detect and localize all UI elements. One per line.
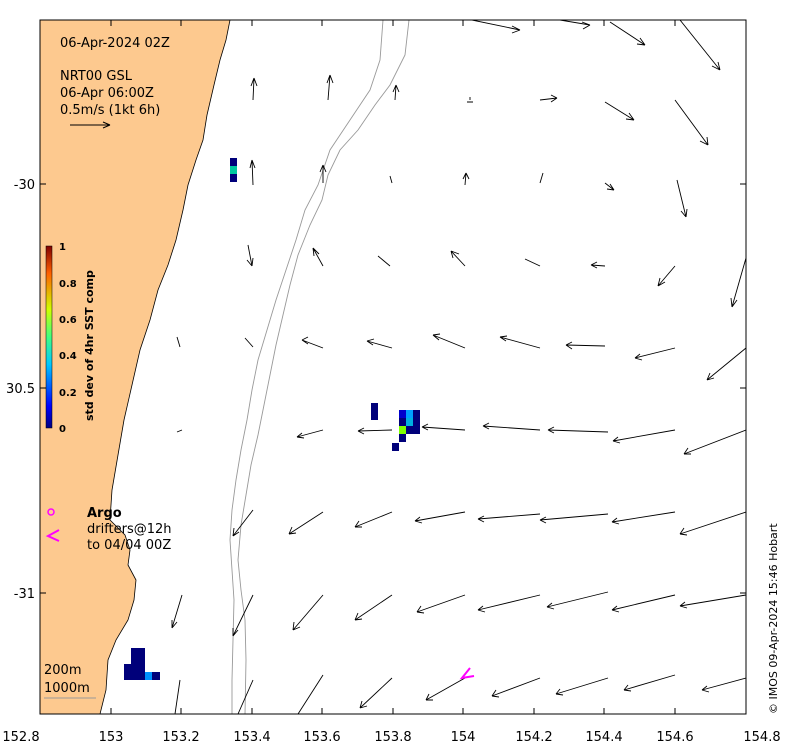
drifters-label: drifters@12h bbox=[87, 522, 172, 537]
colorbar-tick: 0.8 bbox=[59, 279, 77, 290]
product-line: NRT00 GSL bbox=[60, 69, 133, 84]
colorbar-label: std dev of 4hr SST comp bbox=[83, 270, 96, 421]
drifter-marker-icon bbox=[45, 529, 60, 542]
x-tick-label: 154.2 bbox=[515, 730, 552, 745]
y-tick-label: 30.5 bbox=[6, 382, 35, 397]
x-tick-label: 153.8 bbox=[374, 730, 411, 745]
scale-label: 0.5m/s (1kt 6h) bbox=[60, 103, 160, 118]
sst-std-dev-pixels bbox=[124, 158, 420, 680]
isobath-labels: 200m 1000m bbox=[44, 663, 96, 699]
y-axis-labels: -30 30.5 -31 bbox=[6, 178, 35, 602]
colorbar-gradient bbox=[45, 245, 53, 429]
scale-arrow bbox=[70, 121, 111, 129]
colorbar-tick: 1 bbox=[59, 242, 66, 253]
y-tick-label: -30 bbox=[14, 178, 35, 193]
colorbar-tick: 0.4 bbox=[59, 351, 77, 362]
x-axis-labels: 152.8 153 153.2 153.4 153.6 153.8 154 15… bbox=[2, 730, 780, 745]
x-tick-label: 152.8 bbox=[2, 730, 39, 745]
legend: Argo drifters@12h to 04/04 00Z bbox=[45, 506, 172, 553]
x-tick-label: 154 bbox=[451, 730, 476, 745]
axis-ticks bbox=[39, 20, 747, 714]
y-tick-label: -31 bbox=[14, 587, 35, 602]
coastline-land bbox=[40, 20, 231, 714]
x-tick-label: 153.4 bbox=[233, 730, 270, 745]
x-tick-label: 153.6 bbox=[303, 730, 340, 745]
map-info-text: 06-Apr-2024 02Z NRT00 GSL 06-Apr 06:00Z … bbox=[60, 36, 170, 118]
drifter-track bbox=[459, 667, 475, 680]
isobath-1000m bbox=[237, 20, 410, 714]
argo-label: Argo bbox=[87, 506, 122, 521]
colorbar-tick: 0 bbox=[59, 424, 66, 435]
x-tick-label: 153.2 bbox=[162, 730, 199, 745]
isobath-label: 200m bbox=[44, 663, 81, 678]
drifters-period-label: to 04/04 00Z bbox=[87, 538, 171, 553]
x-tick-label: 154.6 bbox=[656, 730, 693, 745]
x-tick-label: 154.4 bbox=[585, 730, 622, 745]
colorbar: 1 0.8 0.6 0.4 0.2 0 std dev of 4hr SST c… bbox=[45, 242, 96, 435]
colorbar-tick: 0.2 bbox=[59, 388, 77, 399]
x-tick-label: 154.8 bbox=[743, 730, 780, 745]
colorbar-tick: 0.6 bbox=[59, 315, 77, 326]
current-vectors bbox=[171, 20, 746, 714]
isobath-label: 1000m bbox=[44, 681, 90, 696]
isobath-200m bbox=[229, 20, 384, 714]
credit-text: © IMOS 09-Apr-2024 15:46 Hobart bbox=[767, 523, 780, 714]
argo-marker-icon bbox=[47, 508, 55, 516]
product-line: 06-Apr 06:00Z bbox=[60, 86, 154, 101]
x-tick-label: 153 bbox=[99, 730, 124, 745]
map-date-title: 06-Apr-2024 02Z bbox=[60, 36, 170, 51]
